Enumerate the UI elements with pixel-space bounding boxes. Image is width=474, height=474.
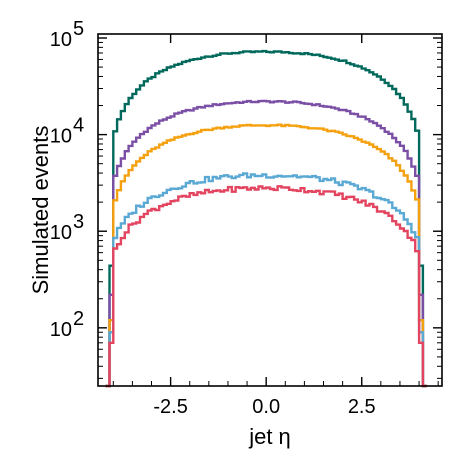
y-tick-label-base: 10	[50, 29, 72, 51]
series-line-1	[105, 49, 427, 388]
y-tick-label-base: 10	[50, 319, 72, 341]
y-axis-label: Simulated events	[28, 126, 53, 295]
y-tick-label-base: 10	[50, 222, 72, 244]
y-tick-label-exponent: 4	[73, 115, 84, 137]
series-line-2	[105, 99, 427, 388]
plot-frame	[97, 33, 443, 387]
x-tick-label: -2.5	[153, 396, 187, 418]
y-tick-label-exponent: 3	[73, 211, 84, 233]
y-tick-label-exponent: 2	[73, 308, 84, 330]
series-line-5	[105, 185, 427, 388]
series-layer	[105, 49, 427, 388]
x-axis-label: jet η	[248, 424, 291, 449]
series-line-4	[105, 172, 427, 388]
series-line-3	[105, 123, 427, 388]
x-tick-label: 0.0	[252, 396, 280, 418]
y-tick-label-exponent: 5	[73, 18, 84, 40]
y-tick-label-base: 10	[50, 126, 72, 148]
x-tick-label: 2.5	[348, 396, 376, 418]
